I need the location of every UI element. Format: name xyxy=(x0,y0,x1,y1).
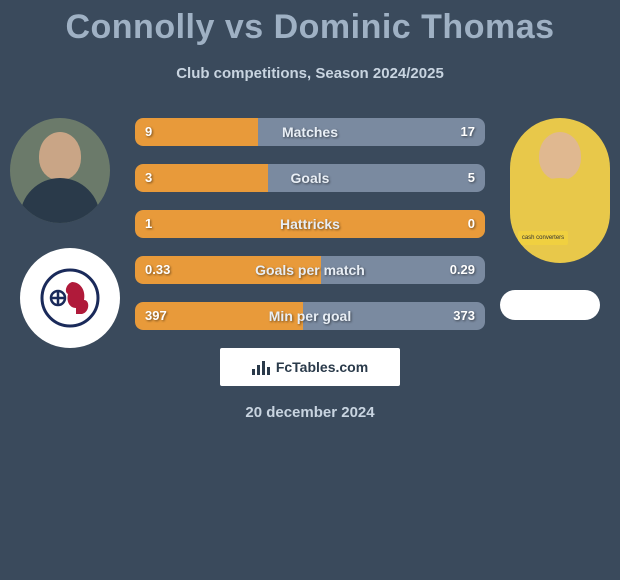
stat-label: Matches xyxy=(135,118,485,146)
stat-value-right: 17 xyxy=(461,118,475,146)
shirt-sponsor: cash converters xyxy=(518,231,568,245)
comparison-panel: cash converters Matches9 17 Goals3 5 Hattric… xyxy=(0,110,620,330)
stat-row: Hattricks1 0 xyxy=(135,210,485,238)
stat-row: Min per goal397 373 xyxy=(135,302,485,330)
club-right-crest xyxy=(500,290,600,320)
stat-row: Matches9 17 xyxy=(135,118,485,146)
page-title: Connolly vs Dominic Thomas xyxy=(0,0,620,47)
source-logo-text: FcTables.com xyxy=(276,359,368,375)
bar-chart-icon xyxy=(252,359,272,375)
comparison-bars: Matches9 17 Goals3 5 Hattricks1 0 Goals per ma… xyxy=(135,110,485,330)
player-silhouette-icon xyxy=(20,118,100,223)
stat-value-right: 0.29 xyxy=(450,256,475,284)
stat-value-right: 0 xyxy=(468,210,475,238)
subtitle: Club competitions, Season 2024/2025 xyxy=(0,65,620,82)
player-silhouette-icon xyxy=(520,118,600,238)
stat-label: Goals per match xyxy=(135,256,485,284)
source-logo: FcTables.com xyxy=(220,348,400,386)
stat-value-left: 0.33 xyxy=(145,256,170,284)
stat-value-left: 1 xyxy=(145,210,152,238)
stat-label: Hattricks xyxy=(135,210,485,238)
stat-value-right: 373 xyxy=(453,302,475,330)
stat-label: Goals xyxy=(135,164,485,192)
stat-label: Min per goal xyxy=(135,302,485,330)
stat-row: Goals per match0.33 0.29 xyxy=(135,256,485,284)
club-left-crest xyxy=(20,248,120,348)
stat-value-right: 5 xyxy=(468,164,475,192)
stat-value-left: 9 xyxy=(145,118,152,146)
crest-icon xyxy=(40,268,100,328)
stat-row: Goals3 5 xyxy=(135,164,485,192)
player-right-avatar: cash converters xyxy=(510,118,610,263)
date-label: 20 december 2024 xyxy=(0,404,620,421)
stat-value-left: 397 xyxy=(145,302,167,330)
stat-value-left: 3 xyxy=(145,164,152,192)
player-left-avatar xyxy=(10,118,110,223)
